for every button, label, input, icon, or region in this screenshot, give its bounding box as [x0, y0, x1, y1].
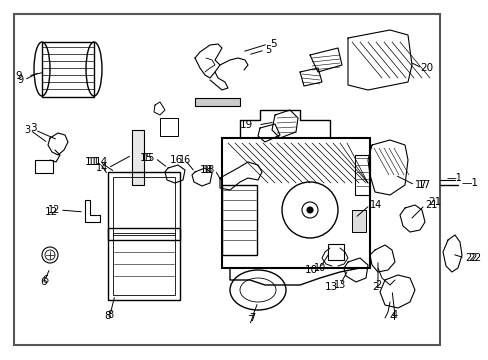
Bar	[113, 177, 175, 235]
Bar	[108, 228, 180, 300]
Text: 9: 9	[15, 71, 22, 81]
Text: 5: 5	[269, 39, 276, 49]
Bar	[160, 118, 178, 136]
Text: —1: —1	[461, 178, 478, 188]
Bar	[42, 42, 94, 97]
Text: 2: 2	[372, 282, 379, 292]
Bar	[327, 244, 343, 260]
Text: 4: 4	[391, 310, 397, 320]
Text: 10: 10	[313, 263, 325, 273]
Bar	[132, 130, 143, 185]
Bar	[108, 172, 180, 240]
Text: 12: 12	[47, 205, 60, 215]
Text: 22: 22	[464, 253, 476, 263]
Text: 19: 19	[239, 120, 252, 130]
Text: —1: —1	[446, 173, 462, 183]
Text: 15: 15	[142, 153, 155, 163]
Text: 7: 7	[246, 315, 253, 325]
Bar	[354, 155, 369, 195]
Text: 16: 16	[169, 155, 183, 165]
Ellipse shape	[306, 207, 312, 213]
Text: 14: 14	[369, 200, 382, 210]
Text: 11: 11	[87, 157, 100, 167]
Bar	[222, 185, 257, 255]
Text: 14: 14	[95, 157, 108, 167]
Bar	[14, 14, 439, 345]
Bar	[195, 98, 240, 106]
Text: 13: 13	[324, 282, 337, 292]
Text: 12: 12	[45, 207, 58, 217]
Text: 15: 15	[140, 153, 153, 163]
Text: 21: 21	[424, 200, 436, 210]
Text: 22: 22	[467, 253, 480, 263]
Text: 5: 5	[264, 45, 271, 55]
Bar	[113, 233, 175, 295]
Text: 14: 14	[96, 163, 108, 173]
Text: 2: 2	[374, 280, 380, 290]
Text: 7: 7	[248, 313, 255, 323]
Text: 3: 3	[30, 123, 36, 133]
Text: 8: 8	[104, 311, 111, 321]
Text: 10: 10	[304, 265, 317, 275]
Text: 20: 20	[419, 63, 432, 73]
Text: 4: 4	[389, 312, 395, 322]
Text: 11: 11	[84, 157, 98, 167]
Text: 18: 18	[203, 165, 215, 175]
Text: 21: 21	[427, 197, 440, 207]
Bar	[222, 138, 369, 268]
Bar	[35, 160, 53, 173]
Text: 9: 9	[18, 75, 24, 85]
Text: 13: 13	[333, 280, 346, 290]
Text: 16: 16	[179, 155, 191, 165]
Text: 6: 6	[42, 275, 48, 285]
Text: 17: 17	[417, 180, 430, 190]
Text: 17: 17	[414, 180, 427, 190]
Bar	[351, 210, 365, 232]
Text: 6: 6	[41, 277, 47, 287]
Text: 3: 3	[24, 125, 30, 135]
Text: 18: 18	[199, 165, 213, 175]
Text: 8: 8	[107, 310, 113, 320]
